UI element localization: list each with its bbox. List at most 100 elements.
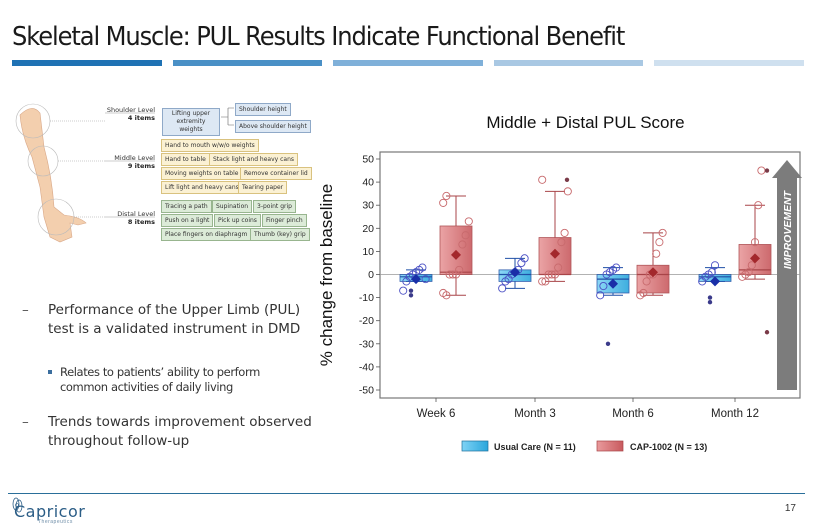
middle-item: Hand to mouth w/w/o weights <box>161 139 259 152</box>
data-point <box>563 187 572 196</box>
data-point <box>399 286 408 295</box>
y-tick-label: -50 <box>359 385 374 397</box>
underline-bar-2 <box>172 60 323 66</box>
data-point <box>750 238 760 247</box>
data-point <box>458 240 467 249</box>
brand-name: Capricor <box>14 502 86 521</box>
outlier-point <box>564 177 570 182</box>
data-point <box>757 166 766 175</box>
x-tick-label: Month 6 <box>612 408 654 420</box>
data-point <box>554 263 563 272</box>
x-tick-label: Month 12 <box>711 408 759 420</box>
bullet-text: Trends towards improvement observed thro… <box>48 414 312 449</box>
underline-bar-5 <box>654 60 804 66</box>
distal-item: Tracing a path <box>161 200 212 213</box>
level-count: 9 items <box>127 162 155 170</box>
underline-bar-3 <box>333 60 483 66</box>
bullet-text: Relates to patients’ ability to perform … <box>60 365 260 394</box>
outlier-point <box>605 341 611 346</box>
improvement-arrow-shaft <box>777 178 797 390</box>
data-point <box>560 228 569 237</box>
mean-marker <box>710 276 720 287</box>
data-point <box>658 228 667 237</box>
data-point <box>418 263 427 272</box>
y-tick-label: 10 <box>362 246 374 258</box>
pul-diagram: Shoulder Level 4 items Middle Level 9 item… <box>0 97 320 257</box>
level-count: 8 items <box>127 218 155 226</box>
dash-marker: – <box>22 302 29 318</box>
data-point <box>612 263 621 272</box>
y-tick-label: 20 <box>362 223 374 235</box>
data-point <box>754 201 763 210</box>
distal-level-label: Distal Level 8 items <box>95 210 155 226</box>
y-tick-label: 40 <box>362 177 374 189</box>
data-point <box>550 270 560 279</box>
level-name: Shoulder Level <box>106 106 155 114</box>
data-point <box>498 284 507 293</box>
outlier-point <box>408 293 414 298</box>
underline-bar-4 <box>493 60 644 66</box>
data-point <box>455 265 464 274</box>
data-point <box>652 249 661 258</box>
shoulder-item: Above shoulder height <box>235 120 311 133</box>
underline-bar-1 <box>12 60 162 66</box>
arm-illustration <box>15 103 234 243</box>
plot-frame <box>379 151 801 399</box>
distal-item: Push on a light <box>161 214 214 227</box>
data-point <box>520 254 529 263</box>
level-name: Distal Level <box>117 210 155 218</box>
shoulder-item: Shoulder height <box>235 103 291 116</box>
title-underline-bars <box>12 60 804 66</box>
slide-title: Skeletal Muscle: PUL Results Indicate Fu… <box>12 22 625 52</box>
x-tick-label: Week 6 <box>417 408 456 420</box>
distal-item: Pick up coins <box>214 214 261 227</box>
data-point <box>596 291 605 300</box>
outlier-point <box>408 288 414 293</box>
data-point <box>439 198 448 207</box>
data-point <box>448 270 457 279</box>
y-tick-label: 30 <box>362 200 374 212</box>
mean-marker <box>411 274 421 285</box>
y-tick-label: -20 <box>359 315 374 327</box>
y-tick-label: -30 <box>359 338 374 350</box>
data-point <box>599 281 608 291</box>
distal-item: Finger pinch <box>262 214 307 227</box>
improvement-label: IMPROVEMENT <box>782 189 794 269</box>
middle-level-label: Middle Level 9 items <box>95 154 155 170</box>
distal-item: Supination <box>212 200 253 213</box>
bullet-text: Performance of the Upper Limb (PUL) test… <box>48 302 301 337</box>
data-point <box>642 277 651 286</box>
footer-divider <box>8 493 805 494</box>
dash-marker: – <box>22 414 29 430</box>
data-point <box>442 291 451 300</box>
mean-marker <box>451 249 461 260</box>
data-point <box>639 288 648 298</box>
distal-item: 3-point grip <box>253 200 296 213</box>
data-point <box>464 217 473 226</box>
legend-swatch-cap1002 <box>596 440 624 452</box>
y-tick-label: -10 <box>359 292 374 304</box>
data-point <box>655 238 664 247</box>
data-point <box>538 175 547 184</box>
shoulder-level-label: Shoulder Level 4 items <box>95 106 155 122</box>
level-name: Middle Level <box>114 154 155 162</box>
level-count: 4 items <box>127 114 155 122</box>
data-point <box>538 277 547 286</box>
square-marker <box>48 370 52 374</box>
data-point <box>744 268 753 277</box>
middle-item: Remove container lid <box>240 167 312 180</box>
shoulder-item: Lifting upper extremity weights <box>162 108 220 136</box>
distal-item: Thumb (key) grip <box>250 228 310 241</box>
mean-marker <box>648 267 658 278</box>
data-point <box>707 268 716 277</box>
data-point <box>541 277 550 286</box>
mean-marker <box>750 253 760 264</box>
data-point <box>445 270 454 279</box>
x-tick-label: Month 3 <box>514 408 556 420</box>
data-point <box>547 270 556 279</box>
legend-label-usual-care: Usual Care (N = 11) <box>494 442 576 452</box>
middle-item: Moving weights on table <box>161 167 243 180</box>
data-point <box>710 261 720 270</box>
data-point <box>747 261 756 270</box>
